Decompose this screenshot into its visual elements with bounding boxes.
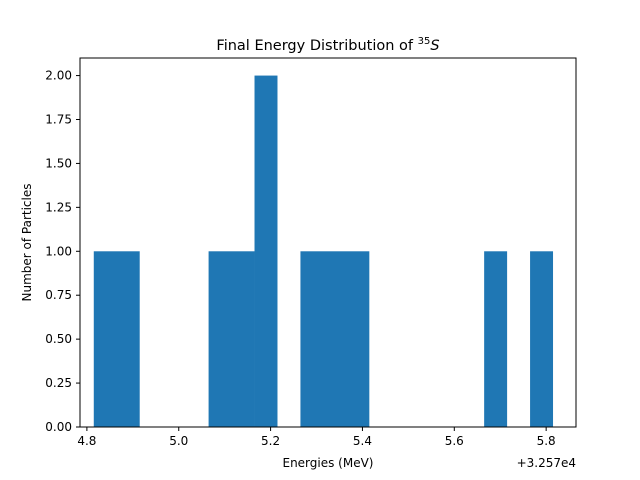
histogram-bar-0 bbox=[93, 251, 140, 427]
histogram-bar-4 bbox=[484, 251, 508, 427]
x-tick-label-2: 5.2 bbox=[261, 434, 280, 448]
y-tick-label-8: 2.00 bbox=[45, 69, 72, 83]
title-symbol: S bbox=[430, 38, 439, 54]
y-tick-label-2: 0.50 bbox=[45, 332, 72, 346]
y-tick-label-4: 1.00 bbox=[45, 244, 72, 258]
y-axis-label: Number of Particles bbox=[20, 184, 34, 302]
x-tick-label-5: 5.8 bbox=[537, 434, 556, 448]
histogram-bar-2 bbox=[254, 75, 278, 427]
y-tick-label-6: 1.50 bbox=[45, 156, 72, 170]
y-tick-label-5: 1.25 bbox=[45, 200, 72, 214]
x-tick-label-4: 5.6 bbox=[445, 434, 464, 448]
chart-title: Final Energy Distribution of 35S bbox=[216, 36, 439, 54]
title-superscript: 35 bbox=[418, 36, 431, 47]
bars-group bbox=[93, 75, 554, 427]
histogram-bar-3 bbox=[300, 251, 370, 427]
x-axis-ticks: 4.8 5.0 5.2 5.4 5.6 5.8 bbox=[77, 427, 556, 448]
plot-frame bbox=[79, 57, 577, 428]
y-tick-label-0: 0.00 bbox=[45, 420, 72, 434]
y-tick-label-1: 0.25 bbox=[45, 376, 72, 390]
y-tick-label-7: 1.75 bbox=[45, 113, 72, 127]
x-tick-label-0: 4.8 bbox=[77, 434, 96, 448]
x-axis-label: Energies (MeV) bbox=[282, 456, 373, 470]
y-tick-label-3: 0.75 bbox=[45, 288, 72, 302]
x-axis-offset-label: +3.257e4 bbox=[517, 456, 576, 470]
histogram-bar-5 bbox=[530, 251, 554, 427]
x-tick-label-3: 5.4 bbox=[353, 434, 372, 448]
histogram-bar-1 bbox=[208, 251, 255, 427]
x-tick-label-1: 5.0 bbox=[169, 434, 188, 448]
y-axis-ticks: 0.00 0.25 0.50 0.75 1.00 1.25 1.50 1.75 2.00 bbox=[45, 69, 80, 434]
